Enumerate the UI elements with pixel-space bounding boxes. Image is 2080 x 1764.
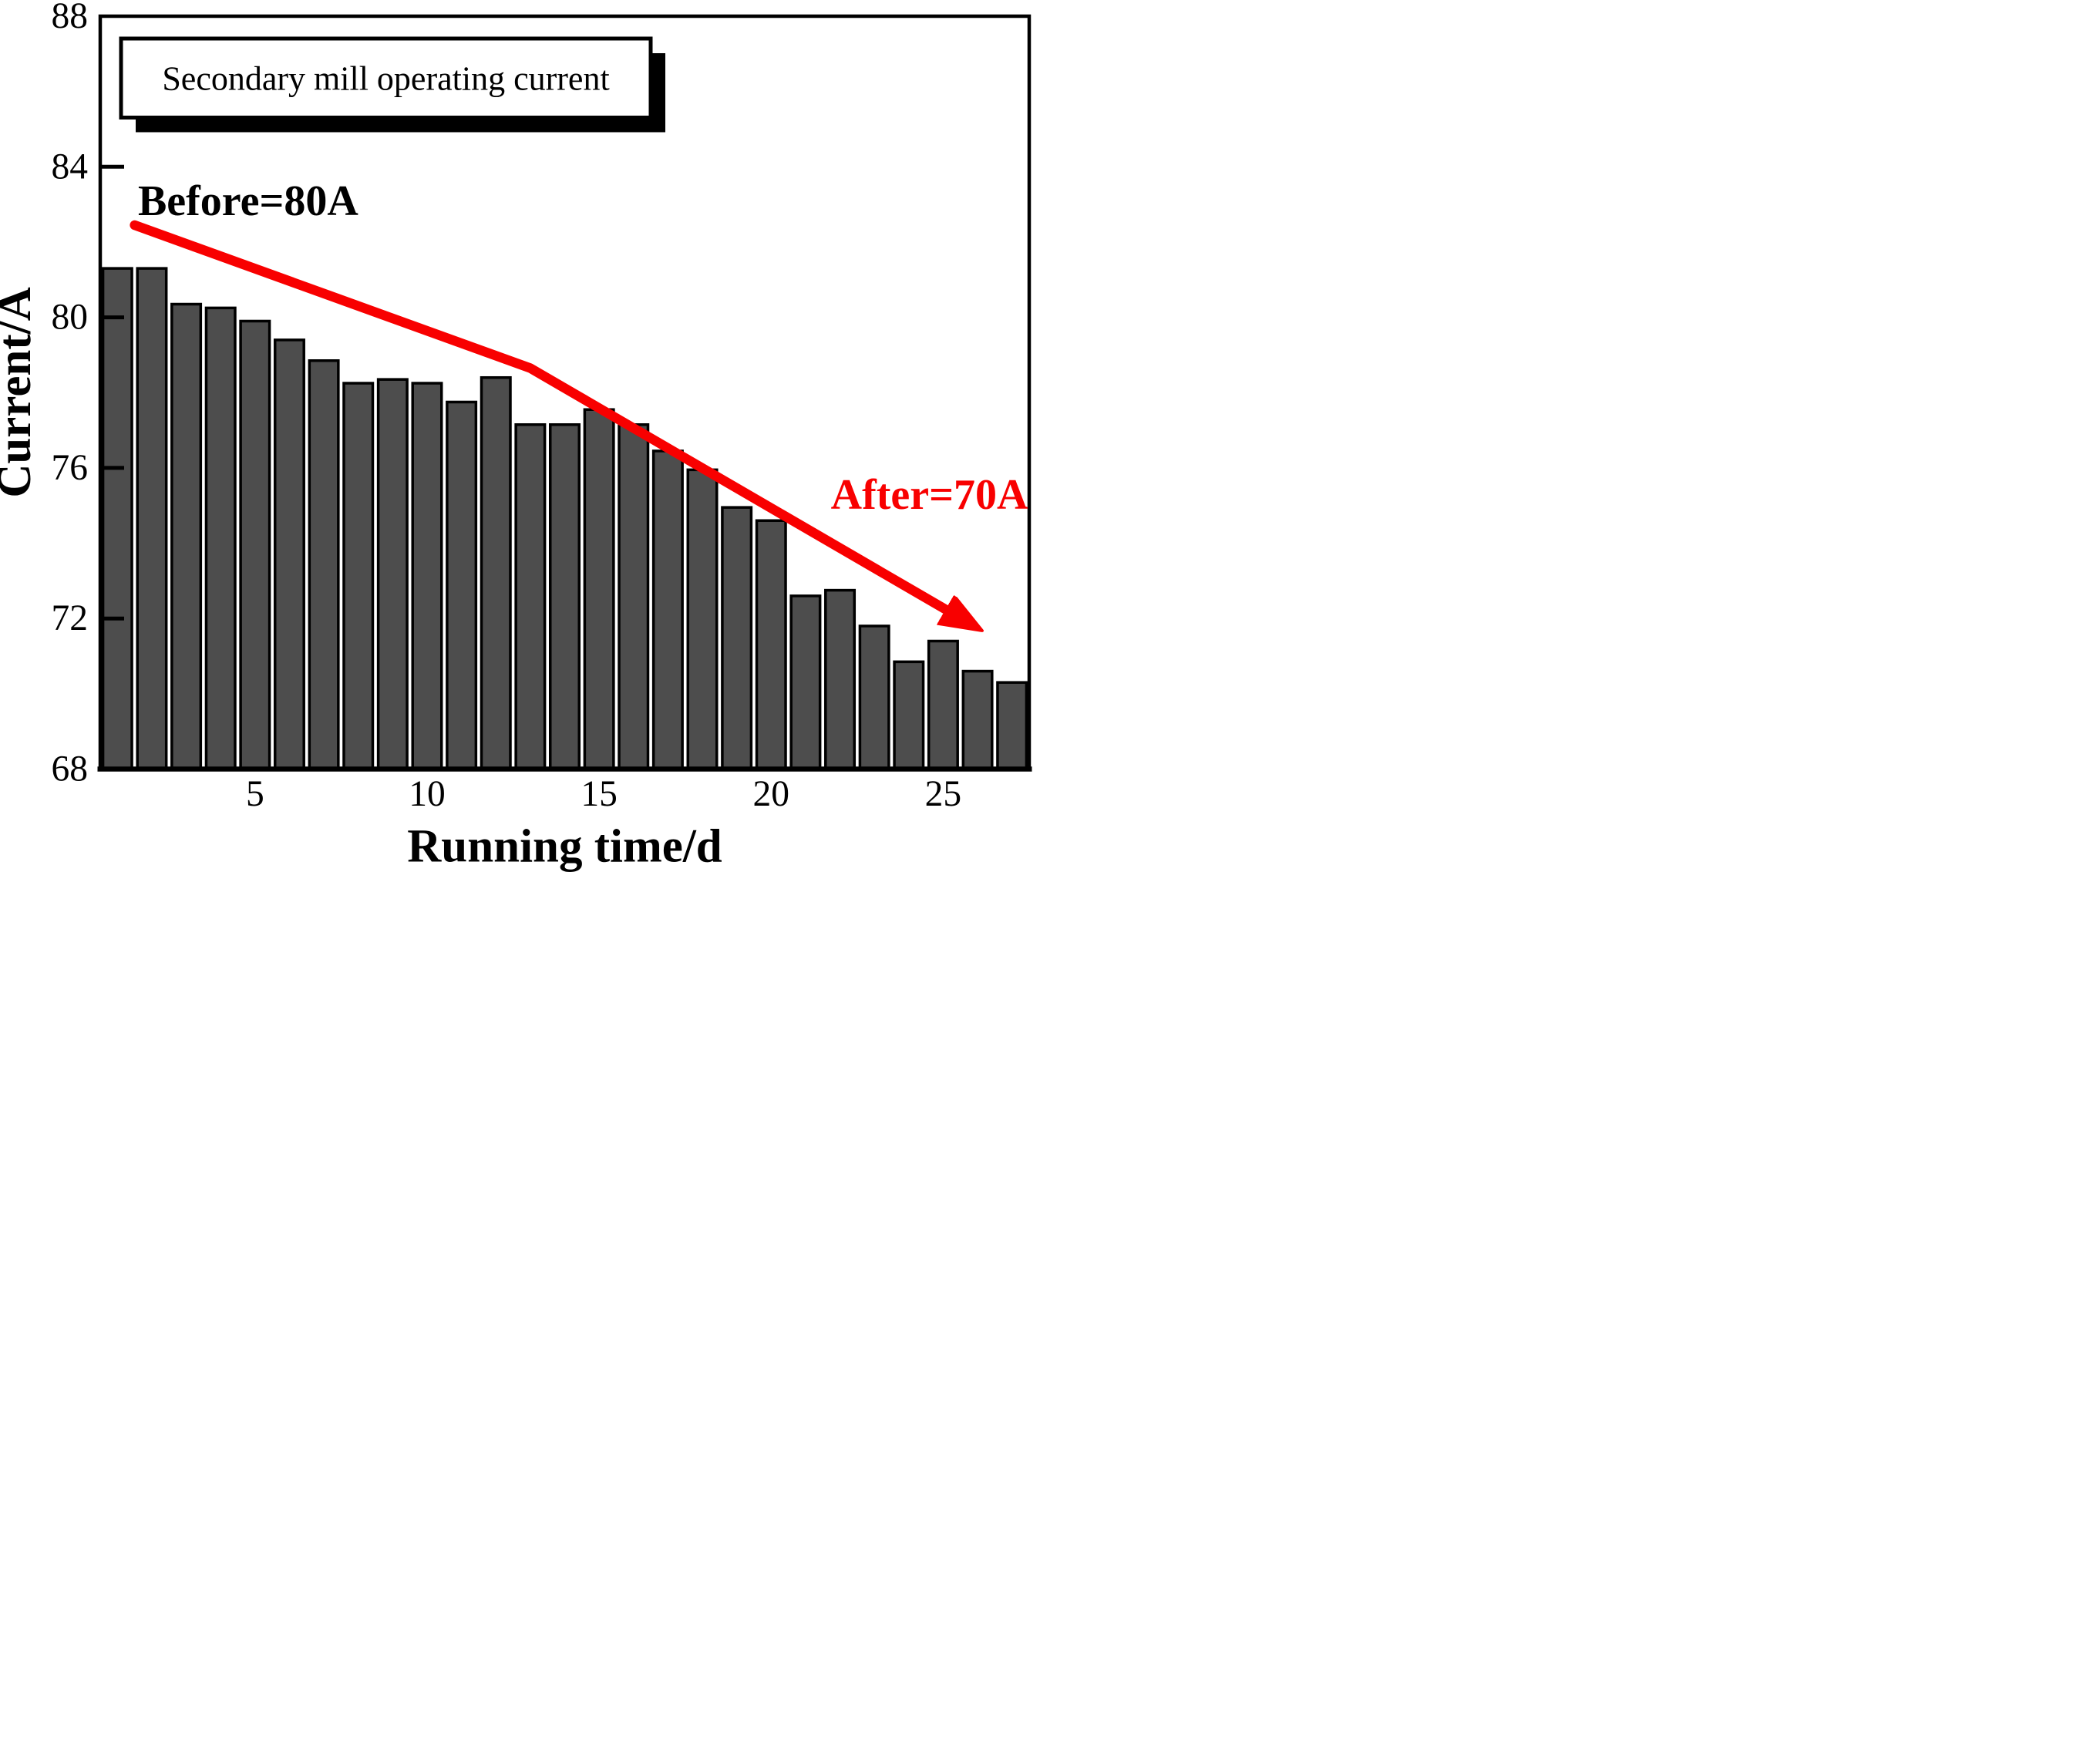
- bar-day-1: [101, 267, 133, 771]
- trend-arrow-line: [130, 220, 948, 611]
- bar-day-26: [961, 669, 994, 771]
- bar-day-22: [824, 588, 857, 771]
- x-tick-label-25: 25: [925, 774, 962, 814]
- bar-day-12: [480, 375, 512, 771]
- y-tick-label-80: 80: [52, 298, 89, 338]
- y-tick-label-88: 88: [52, 0, 89, 36]
- plot-border: [98, 14, 1032, 769]
- bar-day-21: [789, 594, 822, 771]
- x-axis-title: Running time/d: [407, 821, 722, 873]
- bar-day-13: [514, 423, 547, 771]
- bar-day-14: [549, 423, 581, 771]
- bar-day-11: [446, 400, 478, 771]
- bar-day-18: [686, 468, 719, 771]
- y-axis-title: Current/A: [0, 287, 41, 497]
- annotation-after-label: After=70A: [831, 471, 1028, 519]
- secondary-mill-current-bar-chart: 68 72 76 80 84 88 5 10 15 20 25 Secondary mill ope…: [0, 0, 1032, 873]
- bar-day-4: [204, 306, 237, 771]
- bar-day-5: [239, 319, 271, 771]
- bar-day-24: [893, 660, 925, 771]
- bar-day-6: [273, 338, 305, 771]
- x-tick-label-15: 15: [581, 774, 618, 814]
- x-tick-label-5: 5: [246, 774, 264, 814]
- title-box: [119, 36, 653, 120]
- bar-day-19: [721, 506, 753, 771]
- bar-day-23: [858, 624, 890, 771]
- bar-day-27: [996, 681, 1028, 771]
- bar-day-15: [583, 408, 615, 771]
- x-tick-label-10: 10: [409, 774, 446, 814]
- bar-day-2: [136, 267, 168, 771]
- bar-day-20: [755, 519, 787, 771]
- bar-day-17: [651, 449, 684, 771]
- ticks-group: 68 72 76 80 84 88 5 10 15 20 25: [52, 0, 962, 814]
- bar-day-10: [411, 382, 443, 771]
- bar-day-8: [342, 382, 375, 771]
- bar-day-3: [170, 302, 203, 771]
- x-tick-label-20: 20: [753, 774, 790, 814]
- bar-day-16: [618, 423, 650, 771]
- y-tick-label-68: 68: [52, 749, 89, 789]
- annotation-before-label: Before=80A: [138, 177, 358, 225]
- y-tick-label-84: 84: [52, 146, 89, 187]
- bar-day-7: [308, 359, 340, 771]
- y-tick-label-76: 76: [52, 448, 89, 488]
- chart-figure: 68 72 76 80 84 88 5 10 15 20 25 Secondary mill ope…: [0, 0, 1040, 882]
- bar-day-25: [927, 639, 959, 771]
- y-tick-label-72: 72: [52, 598, 89, 638]
- bar-day-9: [376, 378, 409, 771]
- chart-title: Secondary mill operating current: [162, 60, 609, 98]
- bars-group: [101, 267, 1028, 771]
